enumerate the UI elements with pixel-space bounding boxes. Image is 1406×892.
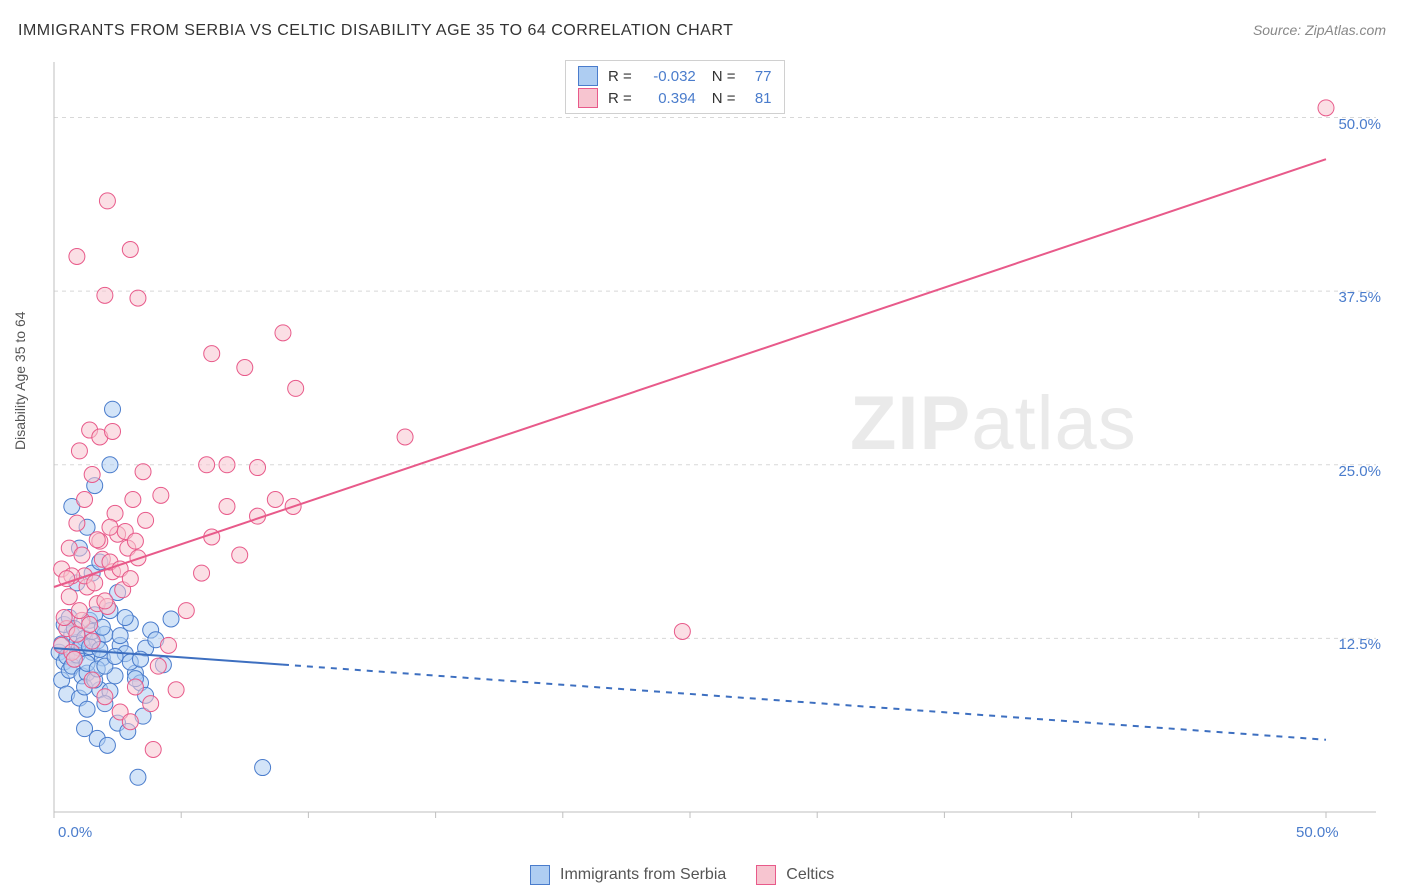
- series-legend-item: Immigrants from Serbia: [530, 865, 726, 885]
- series-swatch: [530, 865, 550, 885]
- data-point: [130, 769, 146, 785]
- data-point: [89, 532, 105, 548]
- correlation-legend-row: R =0.394 N =81: [566, 87, 784, 109]
- data-point: [122, 242, 138, 258]
- data-point: [255, 760, 271, 776]
- data-point: [84, 672, 100, 688]
- data-point: [143, 696, 159, 712]
- data-point: [204, 346, 220, 362]
- data-point: [250, 460, 266, 476]
- data-point: [122, 714, 138, 730]
- data-point: [168, 682, 184, 698]
- data-point: [288, 380, 304, 396]
- data-point: [138, 512, 154, 528]
- y-tick-label: 37.5%: [1338, 289, 1381, 306]
- data-point: [674, 623, 690, 639]
- data-point: [275, 325, 291, 341]
- y-tick-label: 50.0%: [1338, 116, 1381, 133]
- data-point: [153, 487, 169, 503]
- data-point: [102, 457, 118, 473]
- data-point: [77, 492, 93, 508]
- y-tick-label: 25.0%: [1338, 463, 1381, 480]
- series-legend-item: Celtics: [756, 865, 834, 885]
- data-point: [127, 533, 143, 549]
- data-point: [74, 547, 90, 563]
- data-point: [79, 701, 95, 717]
- data-point: [237, 360, 253, 376]
- data-point: [117, 610, 133, 626]
- data-point: [71, 603, 87, 619]
- data-point: [194, 565, 210, 581]
- data-point: [219, 457, 235, 473]
- data-point: [97, 287, 113, 303]
- data-point: [69, 248, 85, 264]
- data-point: [232, 547, 248, 563]
- data-point: [102, 519, 118, 535]
- data-point: [125, 492, 141, 508]
- scatter-chart: [50, 52, 1386, 852]
- data-point: [105, 423, 121, 439]
- data-point: [397, 429, 413, 445]
- data-point: [122, 571, 138, 587]
- y-tick-label: 12.5%: [1338, 636, 1381, 653]
- data-point: [99, 193, 115, 209]
- series-legend: Immigrants from Serbia Celtics: [530, 865, 864, 885]
- data-point: [105, 401, 121, 417]
- data-point: [107, 648, 123, 664]
- data-point: [130, 290, 146, 306]
- x-tick-label: 0.0%: [58, 824, 92, 841]
- data-point: [99, 737, 115, 753]
- data-point: [82, 617, 98, 633]
- data-point: [61, 589, 77, 605]
- series-name: Celtics: [786, 866, 834, 884]
- series-swatch: [756, 865, 776, 885]
- data-point: [178, 603, 194, 619]
- data-point: [97, 689, 113, 705]
- data-point: [71, 443, 87, 459]
- data-point: [84, 633, 100, 649]
- y-axis-label: Disability Age 35 to 64: [12, 311, 28, 450]
- correlation-legend-row: R =-0.032 N =77: [566, 65, 784, 87]
- data-point: [160, 637, 176, 653]
- chart-title: IMMIGRANTS FROM SERBIA VS CELTIC DISABIL…: [18, 22, 733, 40]
- source-attribution: Source: ZipAtlas.com: [1253, 22, 1386, 38]
- data-point: [150, 658, 166, 674]
- x-tick-label: 50.0%: [1296, 824, 1339, 841]
- data-point: [69, 515, 85, 531]
- data-point: [1318, 100, 1334, 116]
- data-point: [267, 492, 283, 508]
- correlation-legend: R =-0.032 N =77 R =0.394 N =81: [565, 60, 785, 114]
- series-swatch: [578, 66, 598, 86]
- data-point: [97, 593, 113, 609]
- data-point: [145, 742, 161, 758]
- data-point: [112, 628, 128, 644]
- data-point: [219, 498, 235, 514]
- series-name: Immigrants from Serbia: [560, 866, 726, 884]
- trend-line-extrapolation: [283, 665, 1326, 740]
- data-point: [84, 467, 100, 483]
- series-swatch: [578, 88, 598, 108]
- data-point: [199, 457, 215, 473]
- data-point: [135, 464, 151, 480]
- data-point: [163, 611, 179, 627]
- data-point: [127, 679, 143, 695]
- data-point: [87, 575, 103, 591]
- data-point: [56, 610, 72, 626]
- data-point: [66, 651, 82, 667]
